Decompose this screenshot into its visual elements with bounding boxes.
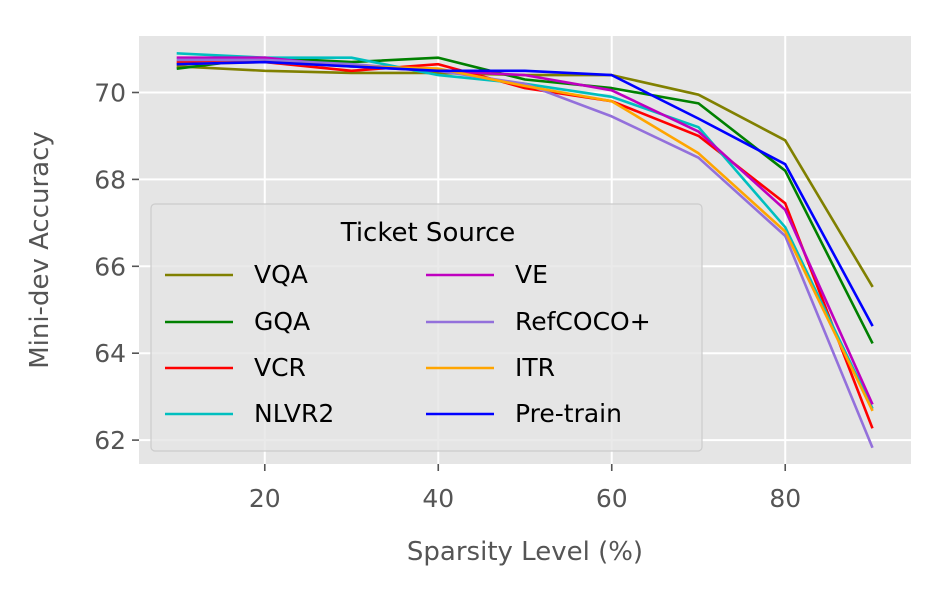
legend-label-vcr: VCR [254, 353, 306, 382]
legend-label-refcoco-: RefCOCO+ [515, 307, 651, 336]
x-axis-ticks: 20 40 60 80 [249, 464, 801, 513]
y-tick-label: 66 [94, 252, 126, 281]
y-tick-label: 70 [94, 78, 126, 107]
legend: Ticket Source VQA GQA VCR NLVR2 VE RefCOCO+ IT… [150, 203, 703, 452]
legend-label-nlvr2: NLVR2 [254, 399, 334, 428]
y-axis-ticks: 62 64 66 68 70 [94, 78, 139, 455]
legend-label-ve: VE [515, 260, 548, 289]
x-tick-label: 40 [422, 484, 454, 513]
x-tick-label: 60 [596, 484, 628, 513]
series-line-refcoco- [176, 58, 874, 449]
y-tick-label: 64 [94, 339, 126, 368]
x-axis-label: Sparsity Level (%) [407, 537, 643, 567]
series-lines [176, 52, 874, 449]
legend-label-gqa: GQA [254, 307, 310, 336]
legend-box [150, 203, 703, 452]
x-tick-label: 80 [769, 484, 801, 513]
legend-label-vqa: VQA [254, 260, 308, 289]
legend-label-itr: ITR [515, 353, 555, 382]
y-axis-label: Mini-dev Accuracy [25, 131, 55, 369]
legend-entries: VQA GQA VCR NLVR2 VE RefCOCO+ ITR Pre-train [165, 260, 651, 428]
x-tick-label: 20 [249, 484, 281, 513]
y-tick-label: 68 [94, 165, 126, 194]
legend-title: Ticket Source [340, 218, 515, 248]
series-line-vcr [176, 60, 874, 429]
y-tick-label: 62 [94, 426, 126, 455]
legend-label-pre-train: Pre-train [515, 399, 622, 428]
series-line-pre-train [176, 60, 874, 327]
